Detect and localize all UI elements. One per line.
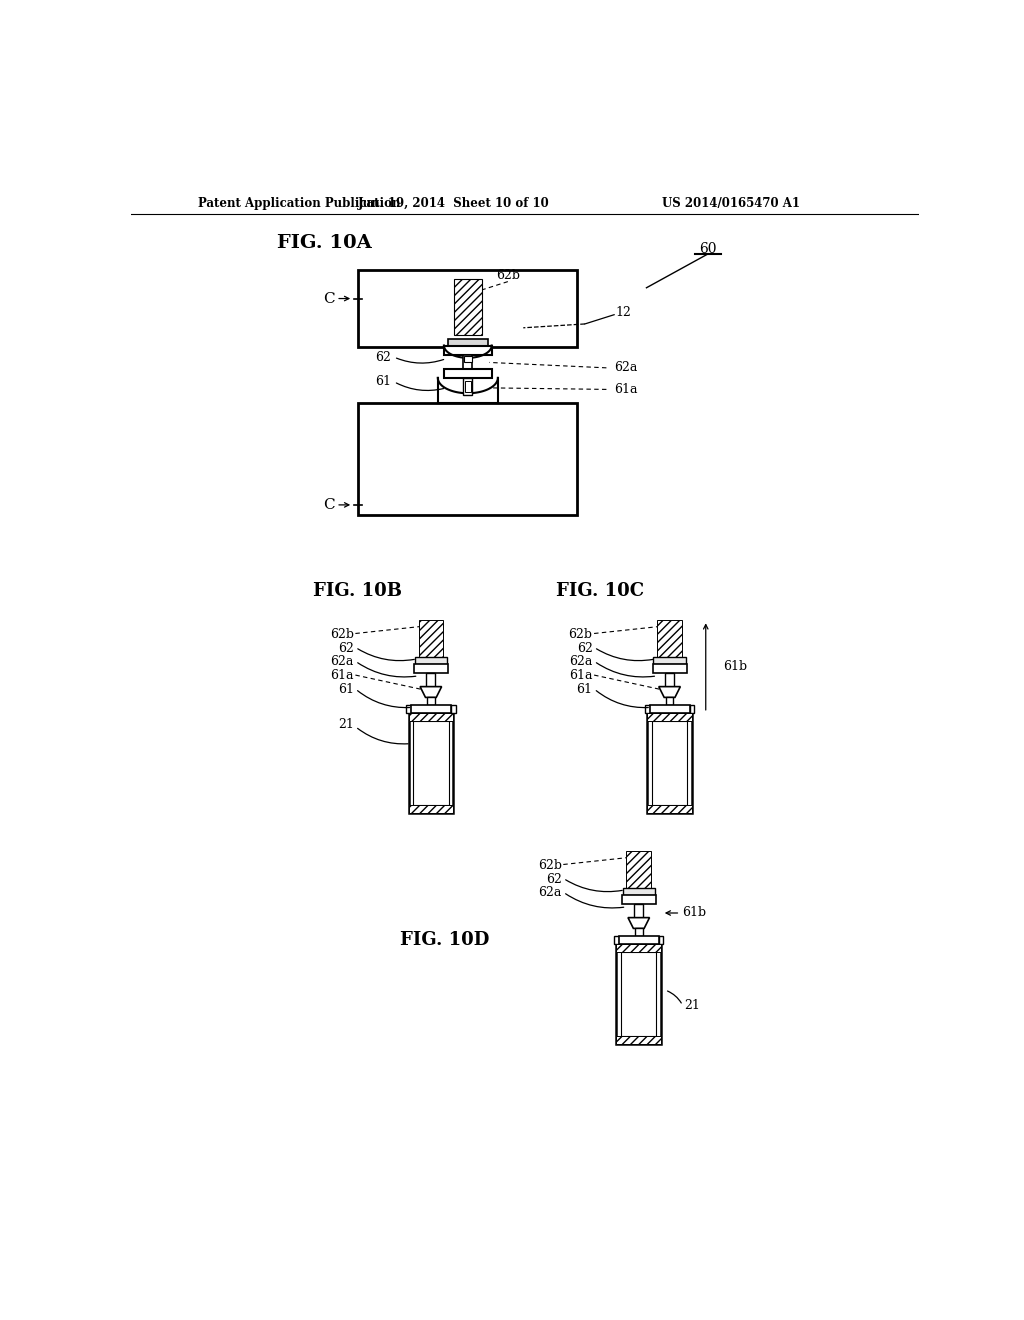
- Bar: [653, 657, 686, 664]
- Text: 62: 62: [338, 642, 354, 655]
- Text: 62: 62: [375, 351, 391, 363]
- Polygon shape: [658, 686, 680, 697]
- Bar: [357, 271, 578, 347]
- Bar: [623, 888, 655, 895]
- Text: 61: 61: [577, 684, 593, 696]
- Bar: [658, 936, 664, 944]
- Text: US 2014/0165470 A1: US 2014/0165470 A1: [662, 197, 800, 210]
- Text: 61: 61: [375, 375, 391, 388]
- Bar: [465, 381, 471, 392]
- Bar: [447, 339, 487, 346]
- Text: 62: 62: [577, 642, 593, 655]
- Bar: [647, 713, 692, 813]
- Bar: [464, 356, 472, 363]
- Bar: [409, 713, 454, 721]
- Text: 62a: 62a: [539, 887, 562, 899]
- Bar: [618, 936, 658, 944]
- Text: FIG. 10C: FIG. 10C: [556, 582, 644, 601]
- Bar: [666, 697, 674, 705]
- Text: 61b: 61b: [723, 660, 746, 673]
- Bar: [689, 705, 694, 713]
- Text: Patent Application Publication: Patent Application Publication: [199, 197, 400, 210]
- Bar: [616, 1036, 662, 1044]
- Bar: [427, 697, 435, 705]
- Bar: [409, 805, 454, 813]
- Bar: [415, 657, 447, 664]
- Text: C: C: [323, 292, 334, 305]
- Text: 21: 21: [684, 999, 700, 1012]
- Text: C: C: [323, 498, 334, 512]
- Bar: [657, 620, 682, 657]
- Text: Jun. 19, 2014  Sheet 10 of 10: Jun. 19, 2014 Sheet 10 of 10: [358, 197, 550, 210]
- Bar: [414, 664, 447, 673]
- Bar: [357, 404, 578, 515]
- Bar: [463, 378, 472, 395]
- Polygon shape: [628, 917, 649, 928]
- Text: 62a: 62a: [614, 362, 638, 375]
- Text: 62b: 62b: [538, 859, 562, 871]
- Text: FIG. 10B: FIG. 10B: [313, 582, 402, 601]
- Bar: [635, 928, 643, 936]
- Bar: [614, 936, 618, 944]
- Bar: [411, 705, 451, 713]
- Bar: [652, 721, 687, 805]
- Text: FIG. 10D: FIG. 10D: [400, 931, 489, 949]
- Polygon shape: [420, 686, 441, 697]
- Text: 21: 21: [338, 718, 354, 731]
- Bar: [407, 705, 411, 713]
- Text: 61: 61: [338, 684, 354, 696]
- Text: 61a: 61a: [614, 383, 638, 396]
- Bar: [665, 673, 674, 686]
- Text: FIG. 10A: FIG. 10A: [276, 234, 372, 252]
- Bar: [413, 721, 449, 805]
- Bar: [454, 280, 481, 335]
- Bar: [616, 944, 662, 952]
- Bar: [647, 713, 692, 721]
- Bar: [409, 713, 454, 813]
- Text: 62: 62: [546, 873, 562, 886]
- Bar: [621, 952, 656, 1036]
- Bar: [645, 705, 649, 713]
- Text: 62b: 62b: [330, 628, 354, 640]
- Text: 61a: 61a: [569, 669, 593, 682]
- Text: 62a: 62a: [331, 656, 354, 668]
- Text: 61b: 61b: [682, 907, 706, 920]
- Bar: [444, 368, 492, 378]
- Bar: [622, 895, 655, 904]
- Text: 62a: 62a: [569, 656, 593, 668]
- Text: 12: 12: [615, 306, 632, 319]
- Bar: [627, 851, 651, 888]
- Text: 60: 60: [699, 243, 717, 256]
- Text: 62b: 62b: [496, 269, 520, 282]
- Bar: [634, 904, 643, 917]
- Bar: [463, 355, 472, 368]
- Bar: [419, 620, 443, 657]
- Text: 61a: 61a: [331, 669, 354, 682]
- Bar: [444, 346, 492, 355]
- Bar: [426, 673, 435, 686]
- Bar: [616, 944, 662, 1044]
- Bar: [652, 664, 686, 673]
- Bar: [451, 705, 456, 713]
- Text: 62b: 62b: [568, 628, 593, 640]
- Bar: [647, 805, 692, 813]
- Bar: [649, 705, 689, 713]
